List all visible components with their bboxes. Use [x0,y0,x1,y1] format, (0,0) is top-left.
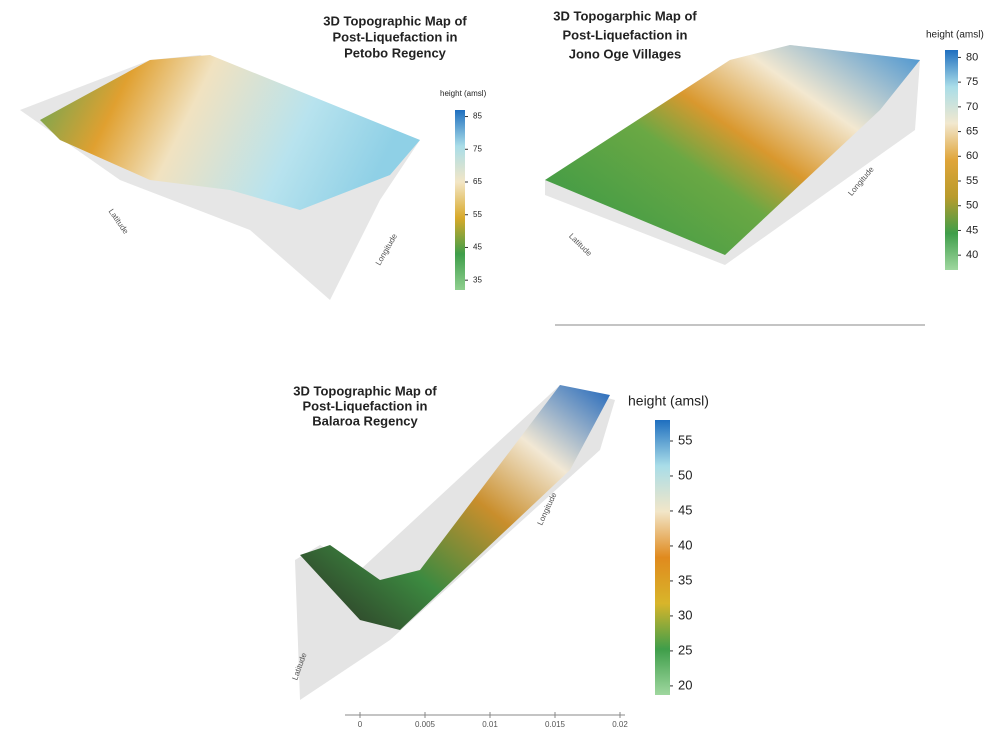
scale-label: 0.01 [482,720,498,729]
colorbar-label: height (amsl) [628,393,709,409]
scale-label: 0.02 [612,720,628,729]
colorbar-label: height (amsl) [440,89,487,98]
colorbar-tick-label: 20 [678,677,692,692]
colorbar-tick-label: 65 [473,177,482,186]
colorbar-tick-label: 30 [678,607,692,622]
colorbar-tick-label: 50 [678,467,692,482]
panel-title: Balaroa Regency [312,413,418,428]
colorbar-tick-label: 85 [473,112,482,121]
colorbar-tick-label: 80 [966,51,978,63]
colorbar-tick-label: 65 [966,125,978,137]
panel-title: 3D Topogarphic Map of [553,8,697,23]
colorbar-tick-label: 40 [678,537,692,552]
surface-1: Latitude Longitude [20,55,420,300]
panel-title: 3D Topographic Map of [293,383,437,398]
colorbar-tick-label: 75 [473,144,482,153]
colorbar-tick-label: 60 [966,150,978,162]
scale-label: 0.005 [415,720,436,729]
colorbar-tick-label: 50 [966,200,978,212]
colorbar-tick-label: 35 [678,572,692,587]
colorbar-tick-label: 45 [966,224,978,236]
panel-title: Petobo Regency [344,45,447,60]
axis-label: Latitude [567,232,594,259]
colorbar-tick-label: 70 [966,101,978,113]
axis-label: Latitude [107,207,131,236]
colorbar [455,110,465,290]
panel-title: Post-Liquefaction in [303,398,428,413]
colorbar-tick-label: 25 [678,642,692,657]
axis-label: Longitude [374,232,400,267]
colorbar-label: height (amsl) [926,30,984,41]
colorbar-tick-label: 75 [966,76,978,88]
panel-title: Jono Oge Villages [569,46,681,61]
colorbar-tick-label: 55 [473,210,482,219]
colorbar [945,50,958,270]
panel-title: Post-Liquefaction in [563,27,688,42]
colorbar-tick-label: 55 [966,175,978,187]
surface-2: Latitude Longitude [545,45,925,326]
colorbar-tick-label: 45 [678,502,692,517]
surface-3: Latitude Longitude [290,385,625,716]
scale-label: 0 [358,720,363,729]
panel-title: Post-Liquefaction in [333,29,458,44]
colorbar-tick-label: 40 [966,249,978,261]
colorbar-tick-label: 45 [473,243,482,252]
panel-title: 3D Topographic Map of [323,13,467,28]
scale-label: 0.015 [545,720,566,729]
colorbar-tick-label: 55 [678,432,692,447]
colorbar-tick-label: 35 [473,275,482,284]
colorbar [655,420,670,695]
